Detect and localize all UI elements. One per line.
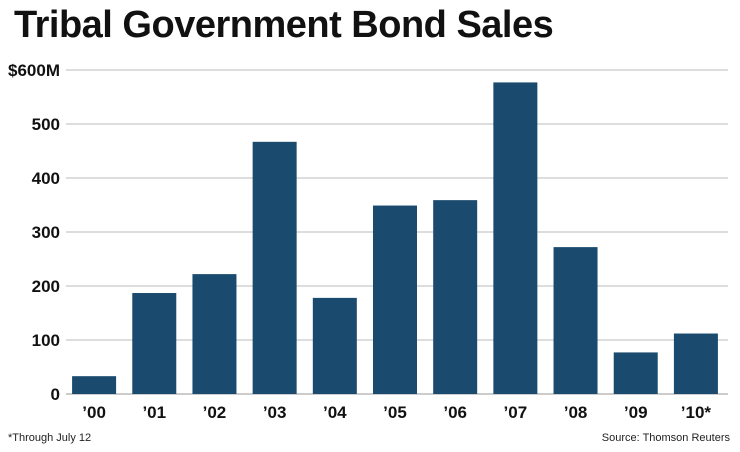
footnote: *Through July 12 — [8, 432, 92, 444]
bar — [312, 297, 357, 394]
bar — [613, 352, 658, 394]
y-tick-label: 400 — [32, 169, 60, 188]
x-tick-label: ’07 — [504, 403, 528, 422]
y-tick-label: 200 — [32, 277, 60, 296]
y-tick-label: 100 — [32, 331, 60, 350]
bar — [373, 205, 417, 394]
bar — [553, 247, 598, 394]
x-tick-label: ’09 — [624, 403, 648, 422]
x-tick-label: ’10* — [681, 403, 712, 422]
y-tick-label: 300 — [32, 223, 60, 242]
bar — [252, 141, 297, 394]
bar — [673, 333, 718, 394]
x-tick-label: ’06 — [443, 403, 467, 422]
source-note: Source: Thomson Reuters — [601, 432, 730, 444]
bar — [493, 82, 538, 395]
x-tick-label: ’00 — [82, 403, 106, 422]
y-tick-label: 0 — [51, 385, 60, 404]
x-tick-label: ’08 — [564, 403, 588, 422]
y-tick-label: 500 — [32, 115, 60, 134]
chart-title: Tribal Government Bond Sales — [14, 4, 554, 46]
bar — [132, 293, 177, 394]
bar — [192, 274, 237, 394]
bars — [72, 82, 718, 395]
y-tick-label: $600M — [8, 61, 60, 80]
bar — [433, 200, 478, 394]
x-axis-ticks: ’00 ’01 ’02 ’03 ’04 ’05 ’06 ’07 ’08 ’09 ’10* — [82, 403, 711, 422]
x-tick-label: ’04 — [323, 403, 347, 422]
x-tick-label: ’01 — [142, 403, 166, 422]
x-tick-label: ’03 — [263, 403, 287, 422]
y-axis-ticks: 0 100 200 300 400 500 $600M — [8, 61, 60, 404]
x-tick-label: ’02 — [203, 403, 227, 422]
bar — [72, 376, 117, 394]
x-tick-label: ’05 — [383, 403, 407, 422]
